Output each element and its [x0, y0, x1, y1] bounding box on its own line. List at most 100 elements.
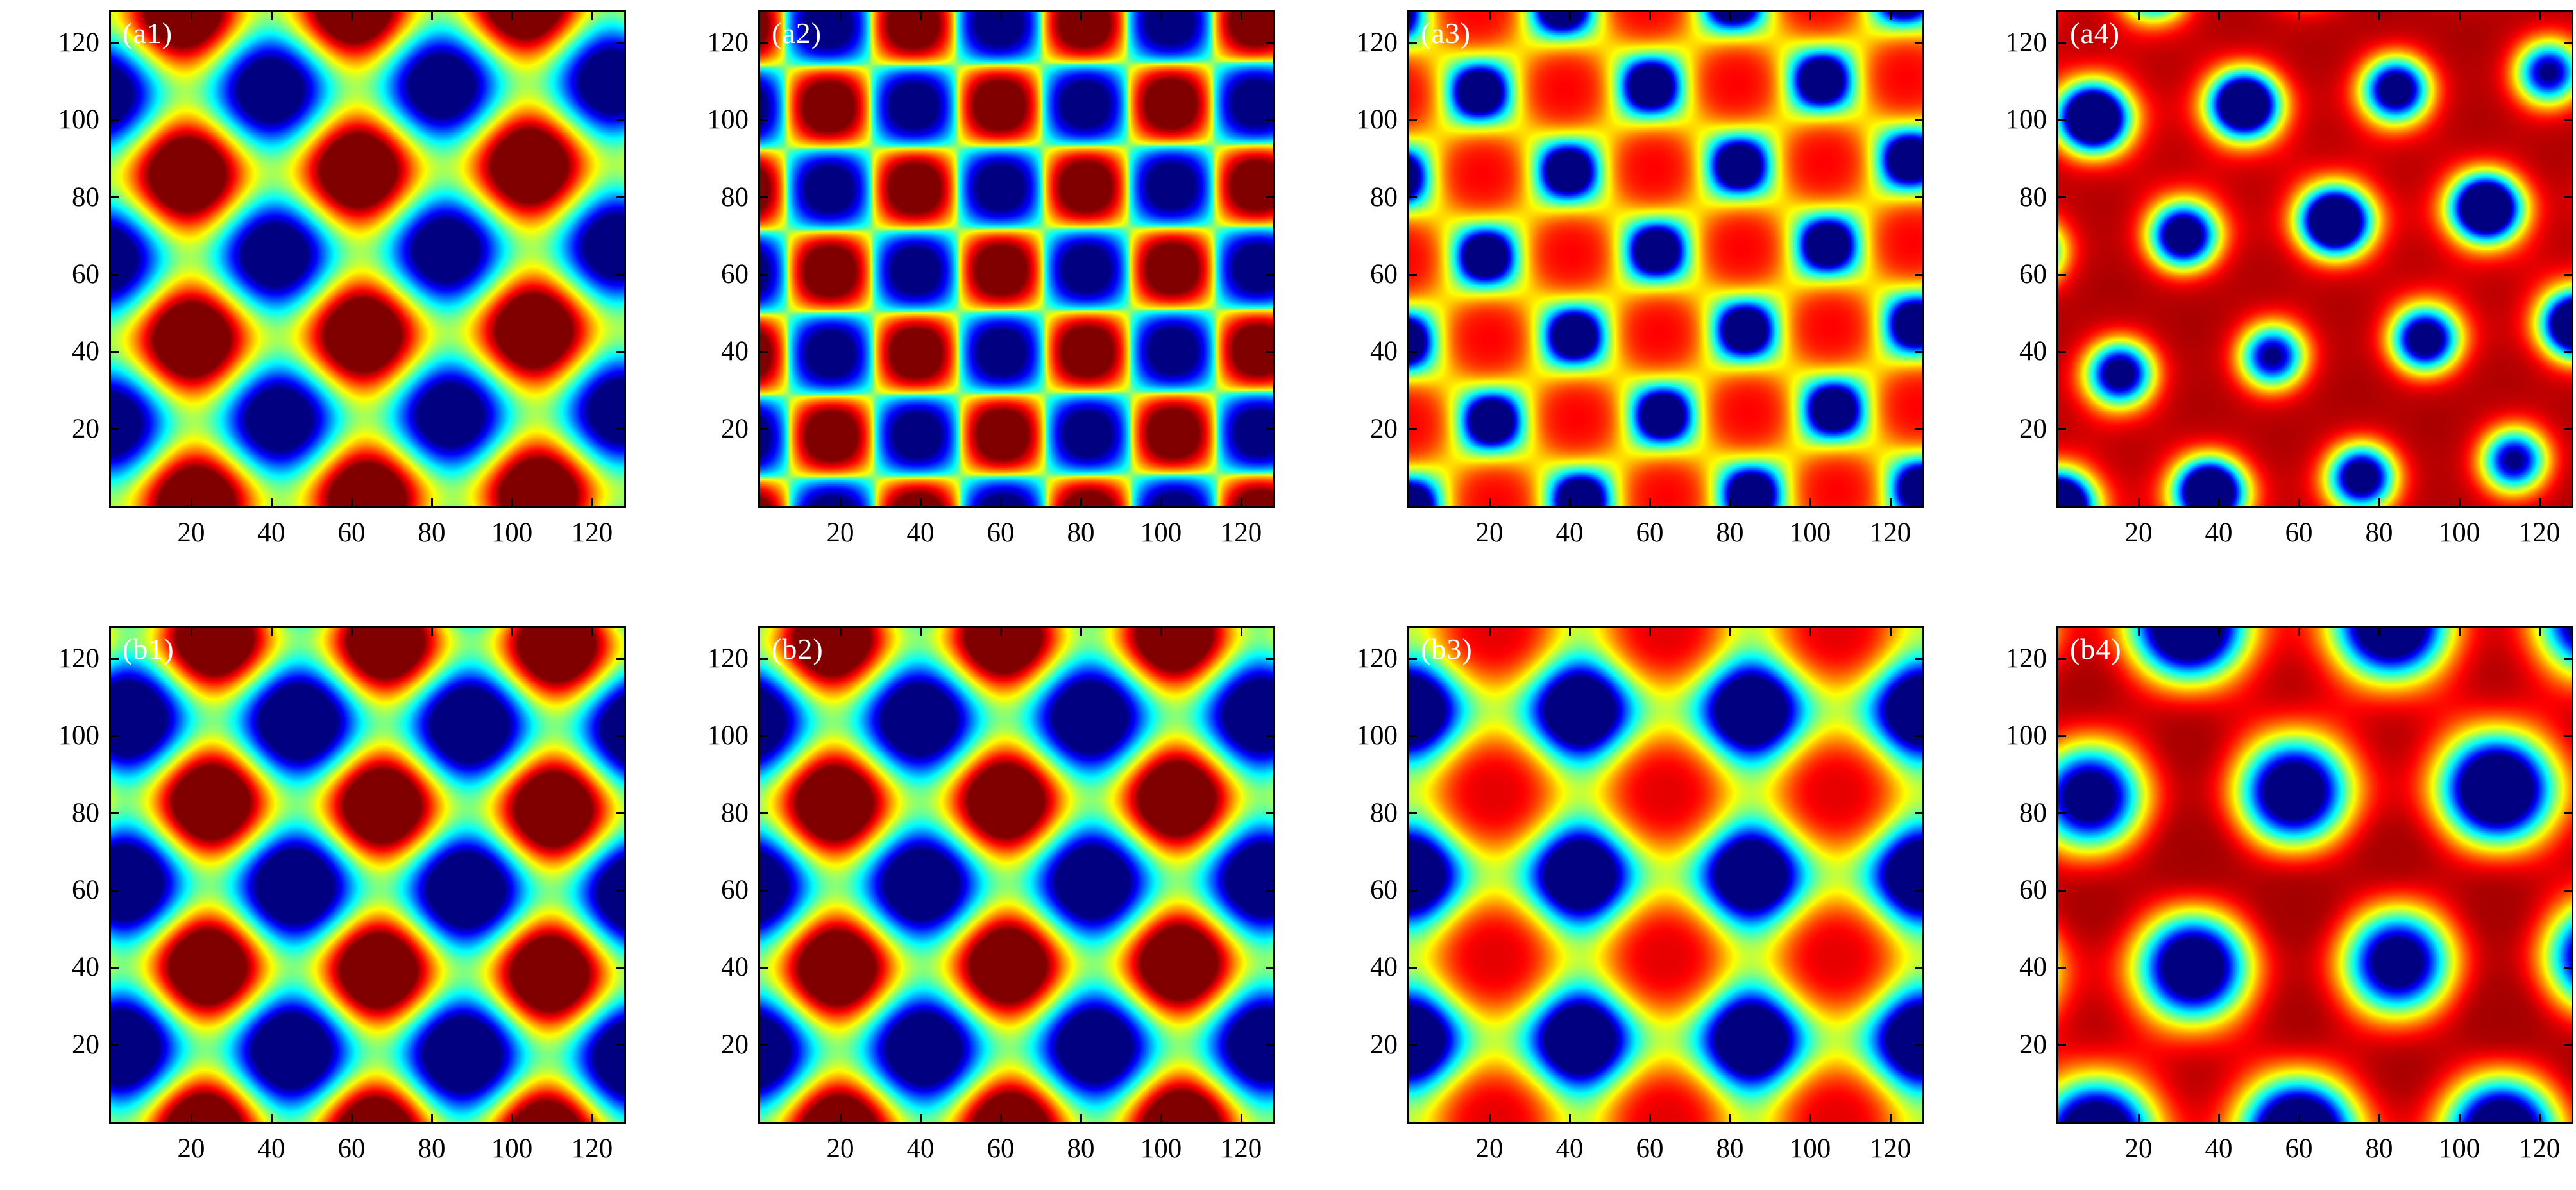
tick-mark	[111, 42, 119, 44]
tick-mark	[111, 273, 119, 276]
heatmap-canvas	[2058, 628, 2572, 1122]
x-tick-label: 80	[2365, 1134, 2393, 1164]
x-tick-label: 60	[337, 1134, 366, 1164]
tick-mark	[2058, 812, 2066, 815]
tick-mark	[2298, 498, 2300, 506]
y-tick-label: 20	[1370, 1029, 1398, 1060]
tick-mark	[430, 628, 433, 636]
y-tick-label: 60	[721, 875, 749, 906]
tick-mark	[511, 628, 513, 636]
tick-mark	[1240, 12, 1242, 20]
tick-mark	[919, 1114, 922, 1122]
tick-mark	[616, 889, 624, 892]
tick-mark	[190, 498, 192, 506]
tick-mark	[2058, 350, 2066, 353]
tick-mark	[1915, 1044, 1922, 1046]
x-tick-label: 20	[2124, 1134, 2153, 1164]
tick-mark	[430, 498, 433, 506]
tick-mark	[1729, 498, 1731, 506]
tick-mark	[2058, 735, 2066, 737]
tick-mark	[1080, 628, 1082, 636]
tick-mark	[350, 12, 353, 20]
y-tick-label: 120	[58, 643, 100, 674]
x-tick-label: 40	[257, 518, 285, 548]
y-tick-label: 100	[707, 105, 749, 135]
tick-mark	[270, 1114, 273, 1122]
tick-mark	[2137, 498, 2140, 506]
tick-mark	[760, 350, 768, 353]
tick-mark	[1915, 42, 1922, 44]
tick-mark	[1648, 498, 1651, 506]
tick-mark	[190, 12, 192, 20]
x-tick-label: 120	[571, 1134, 613, 1164]
tick-mark	[1809, 498, 1811, 506]
tick-mark	[616, 812, 624, 815]
y-tick-label: 20	[721, 413, 749, 444]
tick-mark	[2564, 119, 2572, 121]
y-tick-label: 100	[2005, 105, 2047, 135]
y-tick-label: 80	[1370, 797, 1398, 828]
tick-mark	[2538, 1114, 2541, 1122]
y-tick-label: 120	[2005, 643, 2047, 674]
tick-mark	[1915, 658, 1922, 660]
tick-mark	[270, 12, 273, 20]
tick-mark	[511, 1114, 513, 1122]
x-tick-label: 60	[987, 1134, 1015, 1164]
heatmap-canvas	[760, 628, 1273, 1122]
tick-mark	[1409, 119, 1417, 121]
x-tick-label: 100	[1789, 518, 1831, 548]
tick-mark	[111, 812, 119, 815]
tick-mark	[591, 12, 593, 20]
tick-mark	[1568, 12, 1571, 20]
tick-mark	[1160, 498, 1162, 506]
tick-mark	[616, 966, 624, 969]
tick-mark	[616, 735, 624, 737]
tick-mark	[111, 119, 119, 121]
y-tick-label: 100	[707, 720, 749, 751]
y-tick-label: 60	[2019, 259, 2047, 290]
tick-mark	[430, 1114, 433, 1122]
panel-a3: (a3) 20 40 60 80 100 120 20 40 60 80 100 120	[1357, 10, 1924, 548]
tick-mark	[2378, 12, 2380, 20]
tick-mark	[919, 12, 922, 20]
tick-mark	[1809, 12, 1811, 20]
tick-mark	[1915, 350, 1922, 353]
tick-mark	[111, 1044, 119, 1046]
tick-mark	[1568, 498, 1571, 506]
x-tick-label: 80	[1716, 518, 1744, 548]
tick-mark	[760, 658, 768, 660]
tick-mark	[616, 273, 624, 276]
tick-mark	[2378, 628, 2380, 636]
tick-mark	[1488, 498, 1491, 506]
tick-mark	[2458, 1114, 2461, 1122]
tick-mark	[1809, 1114, 1811, 1122]
tick-mark	[2058, 658, 2066, 660]
tick-mark	[2217, 498, 2220, 506]
tick-mark	[511, 498, 513, 506]
tick-mark	[190, 1114, 192, 1122]
y-tick-label: 120	[2005, 28, 2047, 58]
tick-mark	[1266, 350, 1273, 353]
y-tick-label: 80	[2019, 182, 2047, 212]
tick-mark	[2458, 498, 2461, 506]
tick-mark	[2058, 1044, 2066, 1046]
tick-mark	[2058, 889, 2066, 892]
tick-mark	[430, 12, 433, 20]
tick-mark	[1266, 42, 1273, 44]
heatmap-canvas	[1409, 12, 1922, 506]
tick-mark	[1266, 658, 1273, 660]
tick-mark	[1266, 273, 1273, 276]
tick-mark	[1915, 196, 1922, 199]
y-tick-label: 40	[721, 336, 749, 367]
tick-mark	[2564, 735, 2572, 737]
tick-mark	[2217, 12, 2220, 20]
tick-mark	[2378, 498, 2380, 506]
panel-a2: (a2) 20 40 60 80 100 120 20 40 60 80 100 120	[708, 10, 1275, 548]
x-tick-label: 100	[491, 1134, 533, 1164]
heatmap-canvas	[111, 12, 624, 506]
tick-mark	[2564, 42, 2572, 44]
tick-mark	[2564, 1044, 2572, 1046]
tick-mark	[999, 628, 1002, 636]
panel-label: (a1)	[123, 17, 173, 49]
tick-mark	[1568, 1114, 1571, 1122]
